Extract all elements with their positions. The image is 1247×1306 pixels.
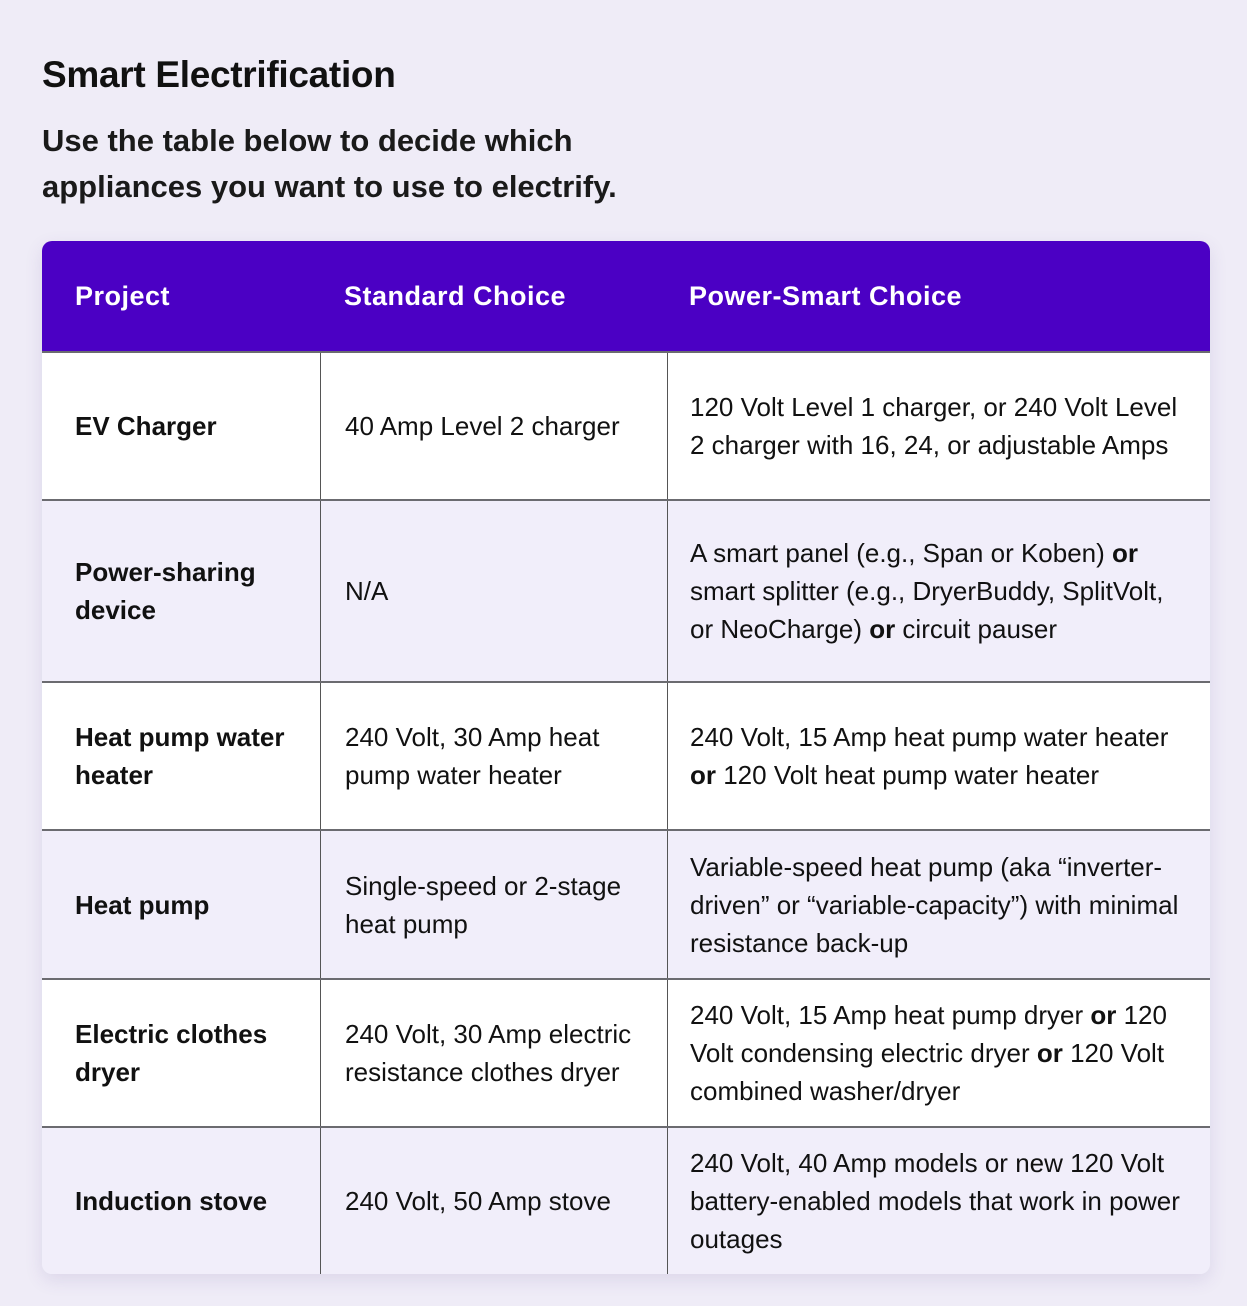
header-project: Project bbox=[75, 281, 171, 311]
text-segment: 120 Volt heat pump water heater bbox=[716, 760, 1100, 790]
power-smart-choice-cell: 240 Volt, 40 Amp models or new 120 Volt … bbox=[667, 1128, 1210, 1274]
text-segment: 240 Volt, 15 Amp heat pump water heater bbox=[690, 722, 1169, 752]
text-segment: 240 Volt, 15 Amp heat pump dryer bbox=[690, 1000, 1091, 1030]
power-smart-text: Variable-speed heat pump (aka “inverter-… bbox=[690, 848, 1188, 962]
table-row: Power-sharing device N/A A smart panel (e.… bbox=[42, 499, 1210, 681]
project-cell: Induction stove bbox=[75, 1186, 268, 1216]
project-cell: Electric clothes dryer bbox=[75, 1019, 268, 1087]
bold-or-text: or bbox=[1036, 1038, 1063, 1068]
project-cell: Heat pump bbox=[75, 889, 210, 920]
power-smart-choice-cell: Variable-speed heat pump (aka “inverter-… bbox=[667, 831, 1210, 978]
table-body: EV Charger 40 Amp Level 2 charger 120 Volt… bbox=[42, 351, 1210, 1274]
text-segment: circuit pauser bbox=[895, 614, 1058, 644]
standard-choice-cell: 240 Volt, 30 Amp electric resistance clo… bbox=[320, 980, 667, 1126]
power-smart-choice-cell: 240 Volt, 15 Amp heat pump water heater … bbox=[667, 683, 1210, 829]
standard-choice-cell: 240 Volt, 50 Amp stove bbox=[320, 1128, 667, 1274]
bold-or-text: or bbox=[690, 760, 716, 790]
table-header-row: Project Standard Choice Power-Smart Choi… bbox=[42, 241, 1210, 351]
text-segment: 120 Volt condensing electric dryer bbox=[690, 1000, 1167, 1068]
bold-or-text: or bbox=[1112, 538, 1139, 568]
standard-choice-cell: N/A bbox=[320, 501, 667, 681]
table-row: Electric clothes dryer 240 Volt, 30 Amp e… bbox=[42, 978, 1210, 1126]
text-segment: Variable-speed heat pump (aka “inverter-… bbox=[690, 851, 1179, 958]
table-row: Heat pump water heater 240 Volt, 30 Amp h… bbox=[42, 681, 1210, 829]
table-row: EV Charger 40 Amp Level 2 charger 120 Volt… bbox=[42, 351, 1210, 499]
power-smart-choice-cell: 120 Volt Level 1 charger, or 240 Volt Le… bbox=[667, 353, 1210, 499]
text-segment: A smart panel (e.g., Span or Koben) bbox=[690, 538, 1113, 568]
table-row: Heat pump Single-speed or 2-stage heat pu… bbox=[42, 829, 1210, 978]
comparison-table: Project Standard Choice Power-Smart Choi… bbox=[42, 241, 1210, 1274]
header-power-smart-choice: Power-Smart Choice bbox=[689, 281, 963, 311]
page-title: Smart Electrification bbox=[42, 54, 396, 95]
table-row: Induction stove 240 Volt, 50 Amp stove 240… bbox=[42, 1126, 1210, 1274]
project-cell: Heat pump water heater bbox=[75, 722, 285, 790]
standard-choice-cell: 240 Volt, 30 Amp heat pump water heater bbox=[320, 683, 667, 829]
power-smart-text: 240 Volt, 15 Amp heat pump dryer or 120 … bbox=[690, 996, 1188, 1110]
text-segment: smart splitter (e.g., DryerBuddy, SplitV… bbox=[690, 576, 1164, 644]
power-smart-text: 240 Volt, 15 Amp heat pump water heater … bbox=[690, 718, 1188, 794]
header-standard-choice: Standard Choice bbox=[344, 281, 567, 311]
page-subtitle: Use the table below to decide which appl… bbox=[42, 123, 617, 204]
power-smart-text: A smart panel (e.g., Span or Koben) or s… bbox=[690, 534, 1188, 648]
power-smart-choice-cell: A smart panel (e.g., Span or Koben) or s… bbox=[667, 501, 1210, 681]
text-segment: 120 Volt Level 1 charger, or 240 Volt Le… bbox=[690, 392, 1178, 460]
bold-or-text: or bbox=[869, 614, 896, 644]
project-cell: EV Charger bbox=[75, 411, 217, 441]
text-segment: 120 Volt combined washer/dryer bbox=[690, 1038, 1165, 1106]
text-segment: 240 Volt, 40 Amp models or new 120 Volt … bbox=[690, 1148, 1180, 1254]
standard-choice-cell: 40 Amp Level 2 charger bbox=[320, 353, 667, 499]
power-smart-choice-cell: 240 Volt, 15 Amp heat pump dryer or 120 … bbox=[667, 980, 1210, 1126]
power-smart-text: 120 Volt Level 1 charger, or 240 Volt Le… bbox=[690, 388, 1188, 464]
power-smart-text: 240 Volt, 40 Amp models or new 120 Volt … bbox=[690, 1144, 1188, 1258]
project-cell: Power-sharing device bbox=[75, 557, 256, 625]
standard-choice-cell: Single-speed or 2-stage heat pump bbox=[320, 831, 667, 978]
bold-or-text: or bbox=[1090, 1000, 1117, 1030]
